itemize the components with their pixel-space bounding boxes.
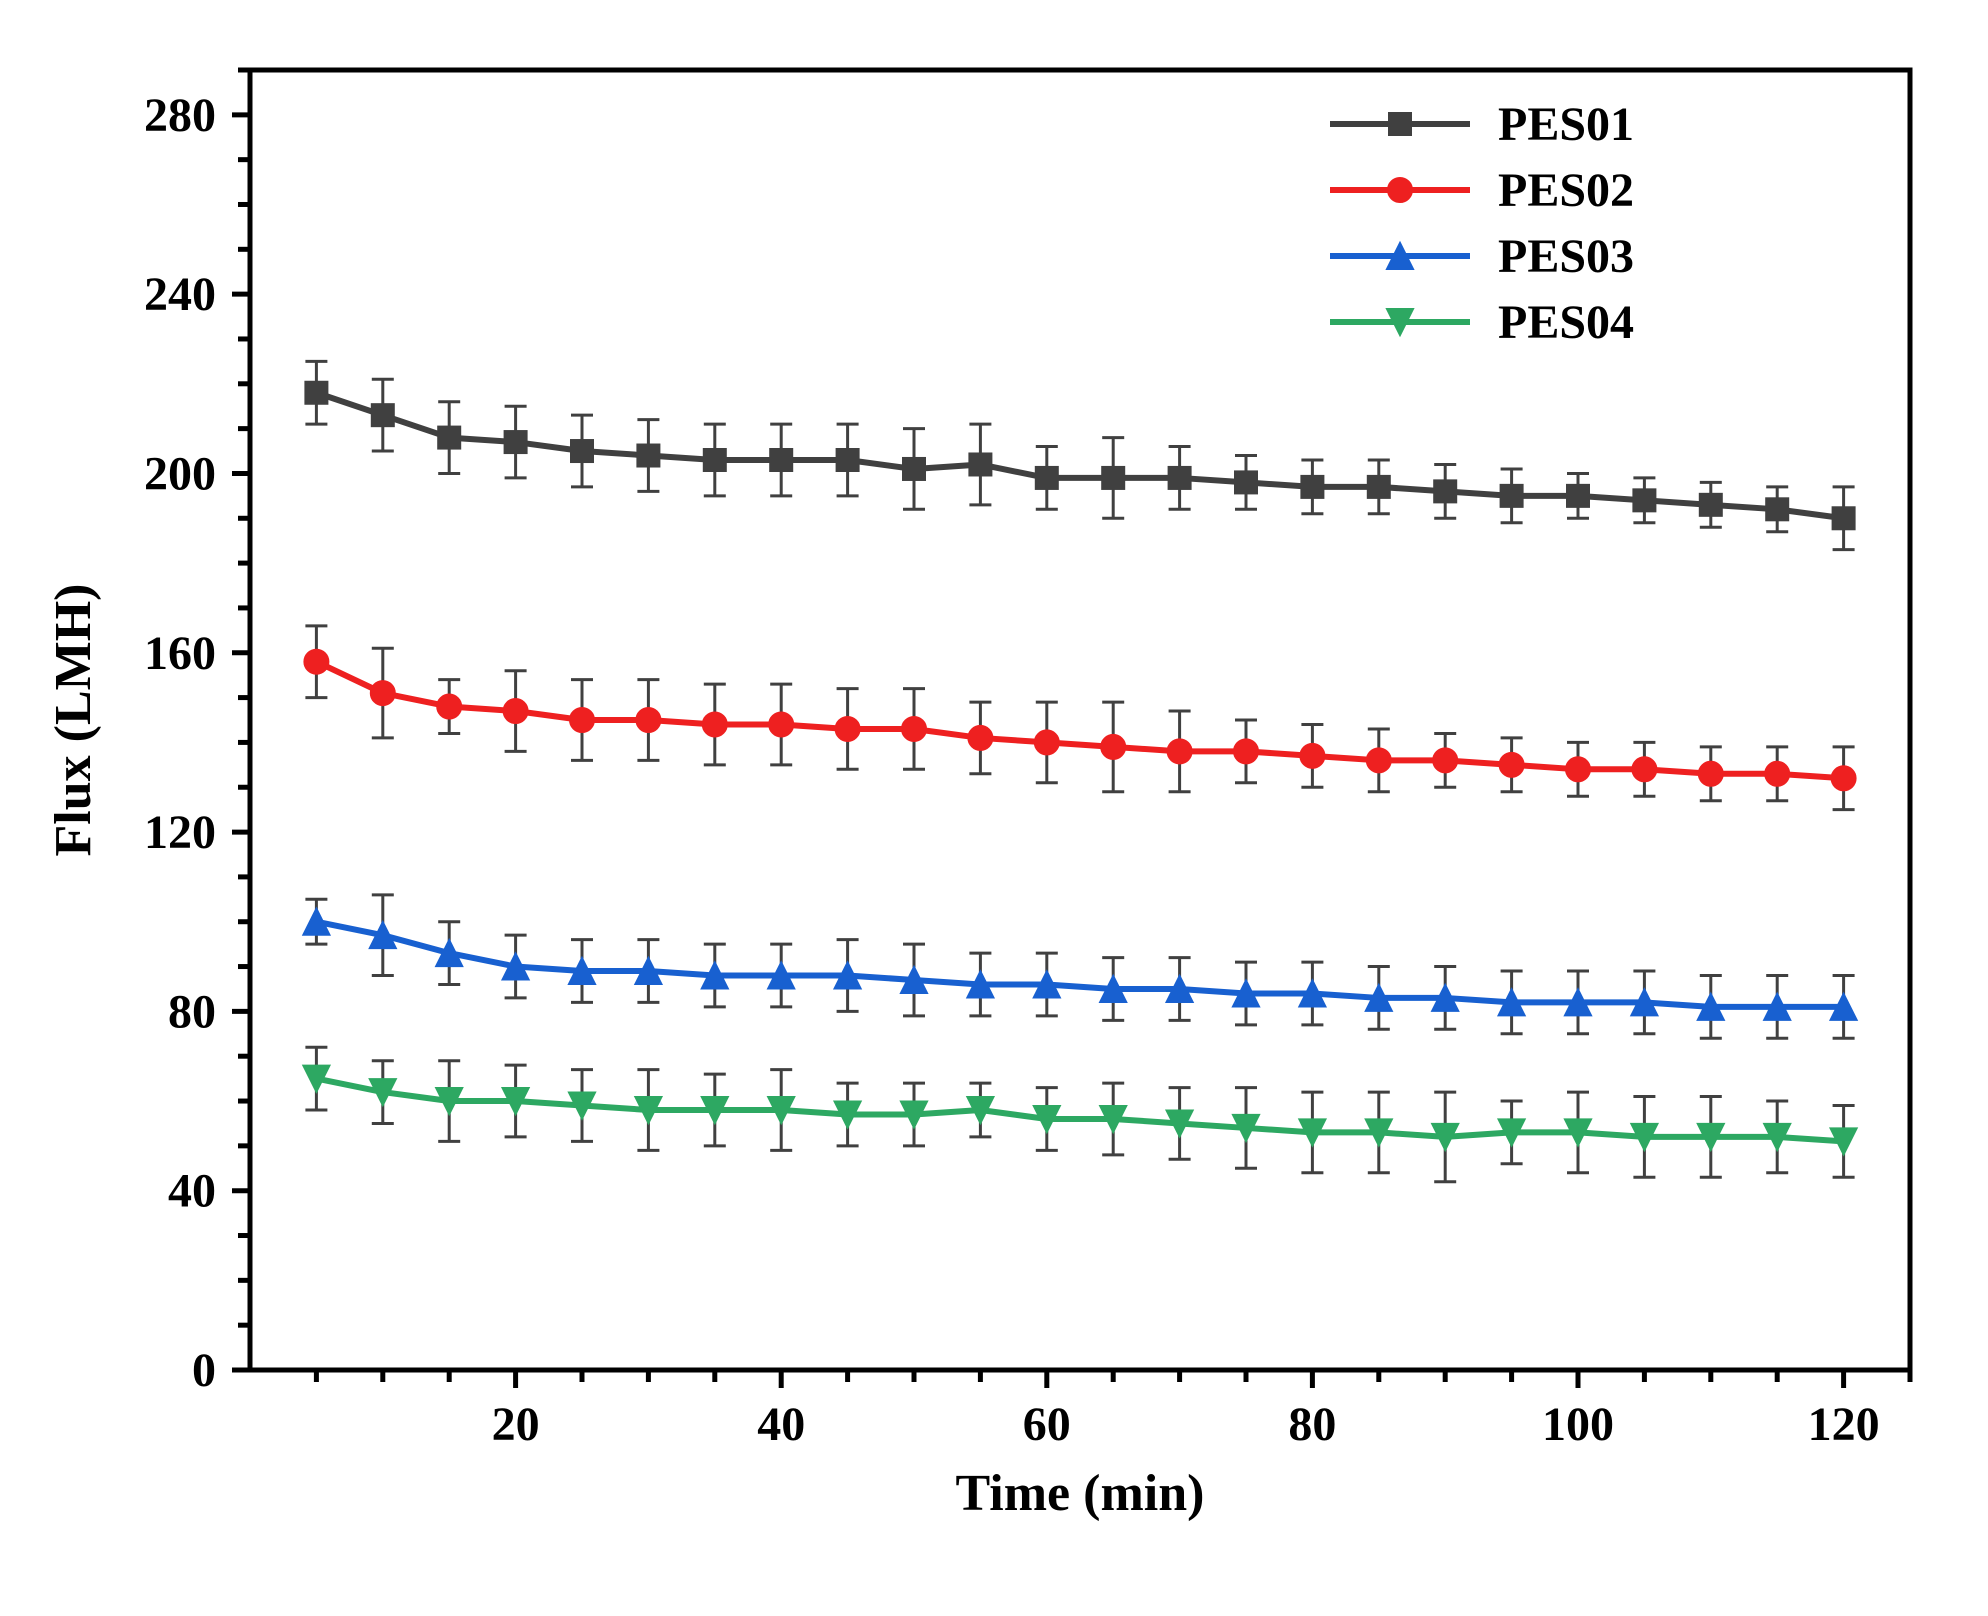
x-tick-label: 20 xyxy=(492,1398,540,1451)
chart-svg: 20 40 60 80 100 120 0 40 80 120 160 200 240 280 Time (… xyxy=(0,0,1988,1616)
x-tick-label: 40 xyxy=(757,1398,805,1451)
x-tick-label: 120 xyxy=(1808,1398,1880,1451)
y-tick-label: 120 xyxy=(144,806,216,859)
y-tick-label: 80 xyxy=(168,985,216,1038)
legend-label: PES04 xyxy=(1498,296,1634,349)
flux-time-chart: 20 40 60 80 100 120 0 40 80 120 160 200 240 280 Time (… xyxy=(0,0,1988,1616)
y-tick-label: 160 xyxy=(144,627,216,680)
x-tick-label: 80 xyxy=(1288,1398,1336,1451)
x-tick-label: 100 xyxy=(1542,1398,1614,1451)
legend-label: PES01 xyxy=(1498,98,1634,151)
x-tick-label: 60 xyxy=(1023,1398,1071,1451)
y-tick-label: 200 xyxy=(144,447,216,500)
x-axis-label: Time (min) xyxy=(956,1465,1205,1522)
y-axis-label: Flux (LMH) xyxy=(45,584,102,857)
y-tick-label: 40 xyxy=(168,1165,216,1218)
legend-label: PES03 xyxy=(1498,230,1634,283)
y-tick-label: 240 xyxy=(144,268,216,321)
legend-label: PES02 xyxy=(1498,164,1634,217)
y-tick-label: 280 xyxy=(144,89,216,142)
y-tick-label: 0 xyxy=(192,1344,216,1397)
